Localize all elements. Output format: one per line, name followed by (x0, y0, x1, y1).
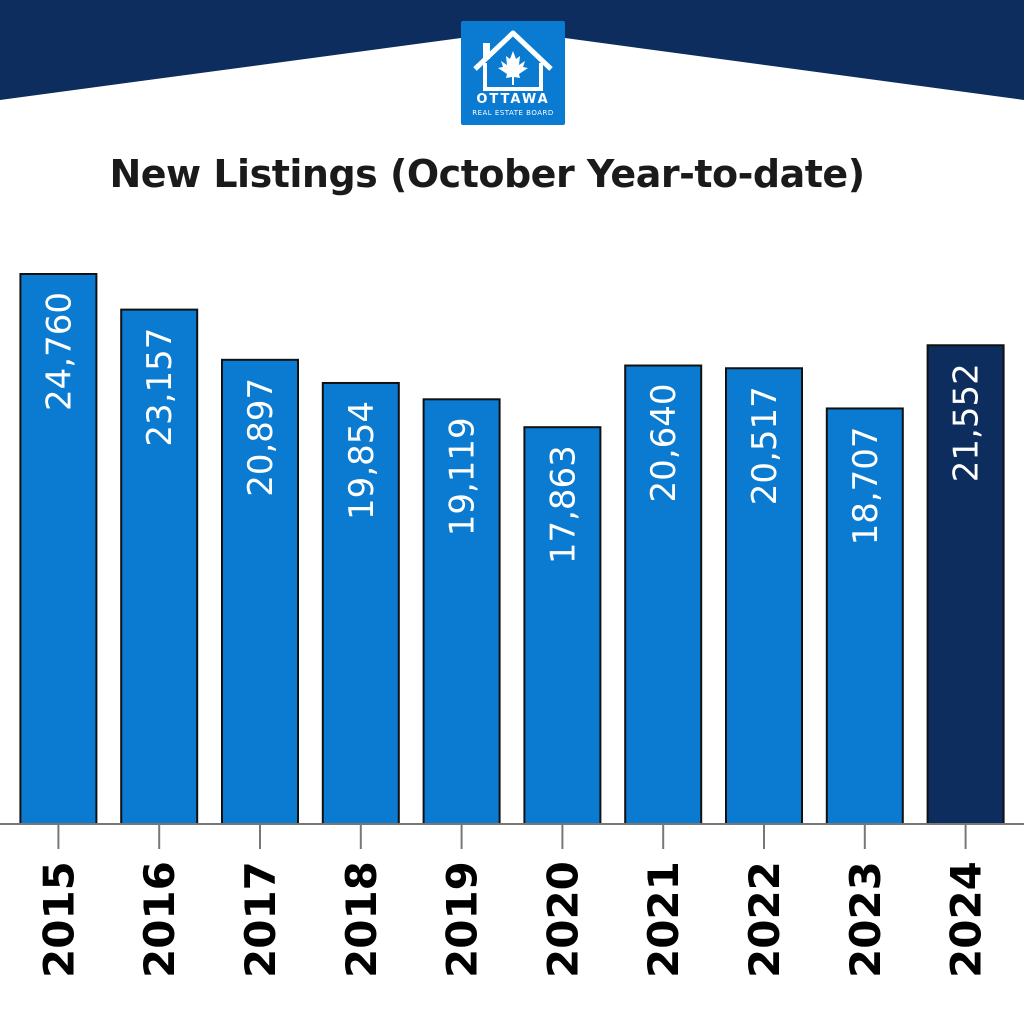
bar-2016 (120, 308, 199, 825)
tick-label-2023: 2023 (841, 861, 890, 978)
data-label-2023: 18,707 (846, 426, 886, 545)
bar-2018 (321, 381, 400, 825)
chart-title: New Listings (October Year-to-date) (109, 152, 865, 196)
bar-2023 (825, 407, 904, 825)
bar-2021 (624, 364, 703, 825)
logo-name: OTTAWA (476, 92, 550, 107)
logo-subtitle: REAL ESTATE BOARD (472, 109, 554, 117)
tick-label-2018: 2018 (337, 861, 386, 978)
tick-label-2020: 2020 (538, 861, 587, 978)
house-maple-leaf-icon (473, 30, 553, 91)
bar-2020 (523, 426, 602, 825)
data-label-2017: 20,897 (241, 378, 281, 497)
tick-label-2015: 2015 (34, 861, 83, 978)
header-banner (0, 0, 1024, 100)
data-label-2015: 24,760 (39, 292, 79, 411)
data-label-2016: 23,157 (140, 328, 180, 447)
bar-2024 (926, 344, 1005, 825)
bar-2019 (422, 398, 501, 825)
data-label-2020: 17,863 (543, 445, 583, 564)
ottawa-real-estate-board-logo: OTTAWA REAL ESTATE BOARD (461, 21, 565, 125)
data-label-2021: 20,640 (644, 384, 684, 503)
tick-label-2021: 2021 (639, 861, 688, 978)
tick-label-2024: 2024 (942, 861, 991, 978)
data-label-2018: 19,854 (342, 401, 382, 520)
tick-label-2017: 2017 (236, 861, 285, 978)
bar-2015 (19, 273, 98, 825)
tick-label-2016: 2016 (135, 861, 184, 978)
bar-2022 (725, 367, 803, 825)
data-label-2019: 19,119 (443, 417, 483, 536)
data-label-2022: 20,517 (745, 386, 785, 505)
tick-label-2019: 2019 (438, 861, 487, 978)
data-label-2024: 21,552 (947, 363, 987, 482)
tick-label-2022: 2022 (740, 861, 789, 978)
